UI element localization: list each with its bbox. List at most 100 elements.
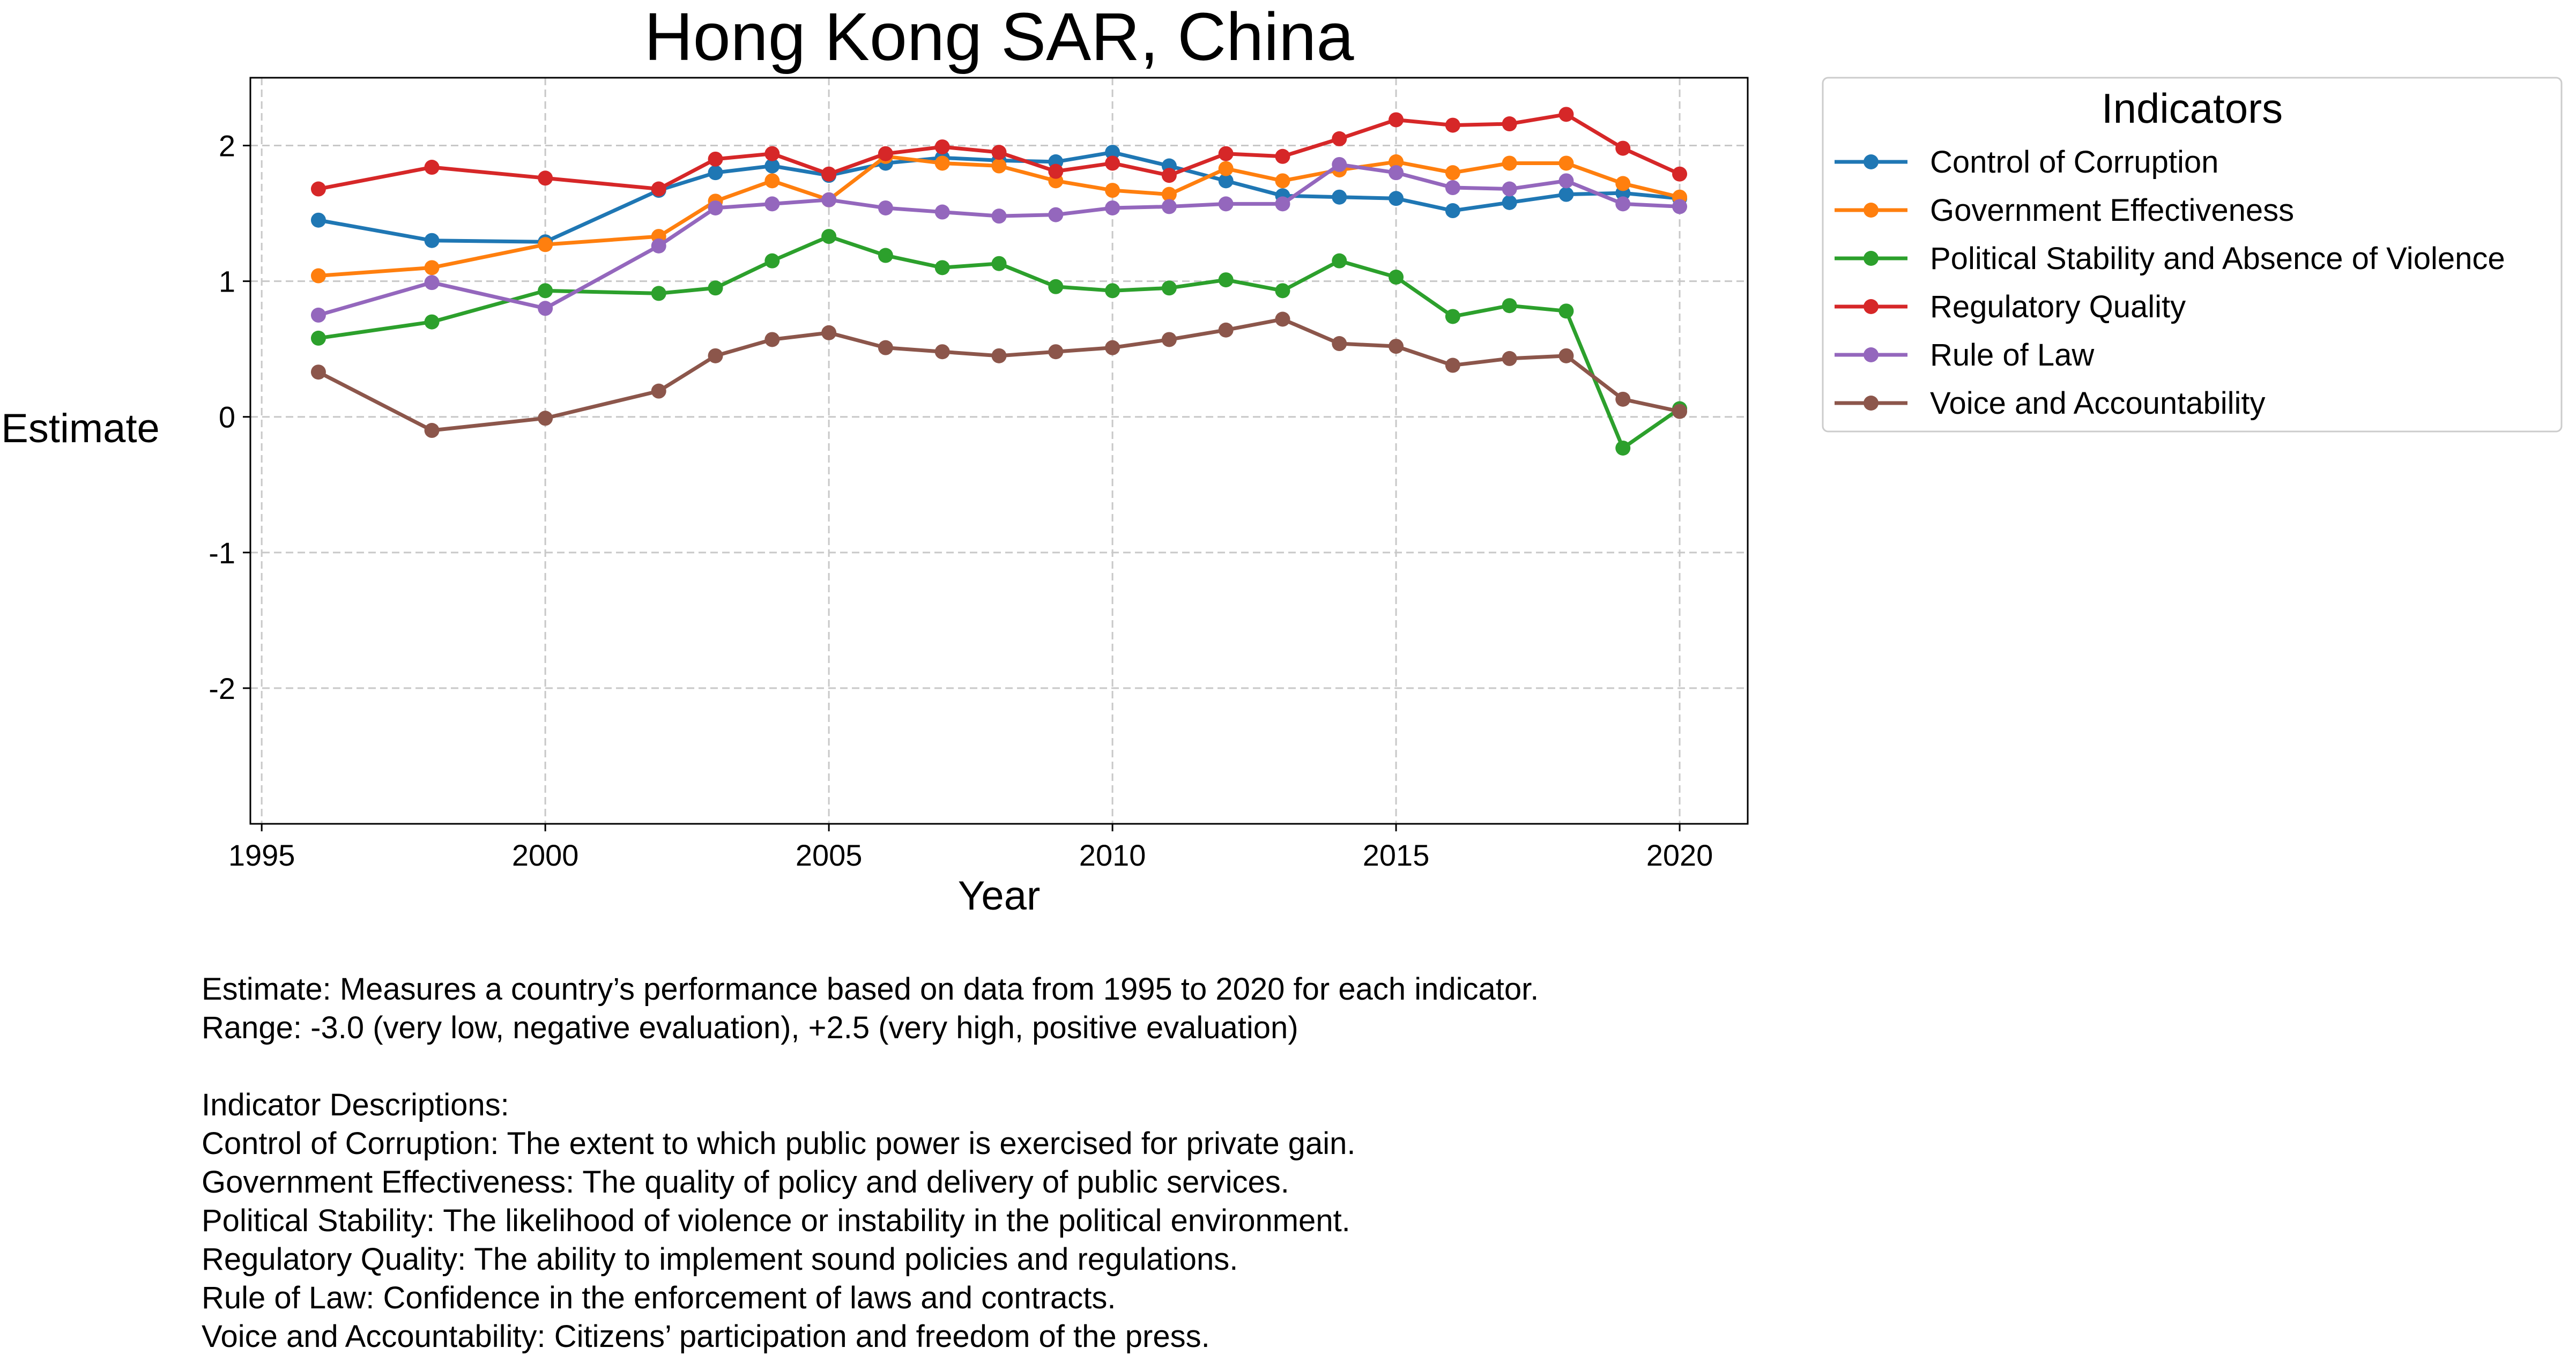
data-point [878,200,893,215]
data-point [1672,166,1688,182]
data-point [1332,253,1347,269]
data-point [1389,270,1404,285]
data-point [1161,280,1177,296]
legend-label: Political Stability and Absence of Viole… [1930,241,2505,276]
data-point [878,340,893,355]
legend: Indicators Control of Corruption Governme… [1822,77,2563,433]
data-point [934,344,950,360]
data-point [1615,391,1631,407]
data-point [821,325,837,340]
data-point [1445,180,1460,196]
data-point [1558,348,1574,363]
chart: 1995 2000 2005 2010 2015 2020 -2 -1 0 1 2 Hong Kon… [1,0,2563,919]
data-point [1445,165,1460,181]
data-point [1389,191,1404,206]
data-point [764,146,780,161]
data-point [764,253,780,269]
legend-swatch-marker [1864,299,1879,314]
data-point [1105,200,1120,215]
legend-item: Voice and Accountability [1835,386,2266,421]
data-point [651,181,666,197]
data-point [1502,181,1517,197]
data-point [821,229,837,244]
data-point [1332,157,1347,172]
data-point [1502,351,1517,366]
description-rule-of-law: Rule of Law: Confidence in the enforceme… [202,1280,1116,1315]
data-point [424,423,440,438]
x-axis-label: Year [958,873,1041,919]
legend-item: Political Stability and Absence of Viole… [1835,241,2505,276]
data-point [764,196,780,212]
data-point [708,200,723,215]
data-point [1332,336,1347,352]
chart-title: Hong Kong SAR, China [644,0,1355,75]
data-point [821,192,837,207]
data-point [1502,298,1517,314]
data-point [1558,155,1574,171]
data-point [708,165,723,181]
series-4 [310,157,1688,323]
data-point [1161,332,1177,347]
data-point [1615,140,1631,156]
legend-label: Regulatory Quality [1930,289,2186,324]
data-point [1218,146,1234,161]
data-point [1445,117,1460,133]
legend-items: Control of Corruption Government Effectiv… [1835,145,2505,421]
data-point [1332,131,1347,146]
data-point [1672,199,1688,214]
data-point [991,158,1007,174]
data-point [1615,196,1631,212]
data-point [991,209,1007,224]
series-line [318,234,1681,450]
data-point [878,146,893,161]
data-point [764,158,780,174]
data-point [538,283,553,299]
legend-title: Indicators [2102,85,2283,132]
legend-item: Rule of Law [1835,338,2095,373]
plot-area-frame [249,77,1749,825]
data-point [1389,154,1404,169]
legend-item: Regulatory Quality [1835,289,2186,324]
data-point [1445,358,1460,373]
grid [250,78,1748,824]
data-point [1558,107,1574,122]
data-point [1161,168,1177,183]
legend-item: Control of Corruption [1835,145,2218,180]
data-point [651,238,666,254]
data-point [538,237,553,252]
data-point [1502,116,1517,132]
legend-swatch-marker [1864,396,1879,411]
data-point [1105,283,1120,299]
data-point [878,248,893,263]
data-point [310,330,326,346]
legend-swatch-marker [1864,251,1879,266]
data-point [1161,199,1177,214]
data-point [651,383,666,399]
data-point [1445,309,1460,324]
series-5 [310,311,1688,438]
y-tick-label: 0 [219,400,235,434]
data-point [310,307,326,323]
legend-swatch-marker [1864,154,1879,169]
data-point [821,166,837,182]
data-point [1445,203,1460,219]
data-point [1615,176,1631,191]
data-point [1615,440,1631,456]
description-regulatory-quality: Regulatory Quality: The ability to imple… [202,1242,1238,1277]
data-point [764,173,780,189]
y-tick-label: 1 [219,265,235,299]
data-point [1558,303,1574,319]
series-line [318,154,1680,278]
x-tick-label: 2000 [512,838,579,872]
description-voice-and-accountability: Voice and Accountability: Citizens’ part… [202,1319,1210,1354]
data-point [764,332,780,347]
data-point [1105,155,1120,171]
description-government-effectiveness: Government Effectiveness: The quality of… [202,1165,1289,1200]
x-tick-label: 2005 [796,838,863,872]
data-point [1558,187,1574,202]
data-point [991,256,1007,271]
data-point [310,268,326,284]
data-point [1275,283,1290,299]
data-point [1502,195,1517,210]
data-point [538,301,553,316]
